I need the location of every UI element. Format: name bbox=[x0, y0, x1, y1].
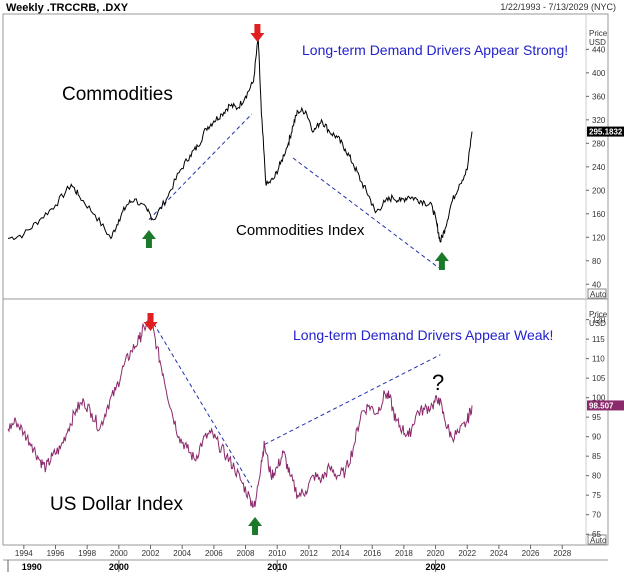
y-tick-label: 160 bbox=[592, 210, 606, 219]
y-tick-label: 95 bbox=[592, 413, 601, 422]
y-tick-label: 360 bbox=[592, 92, 606, 101]
commodities-downtrend-line bbox=[292, 157, 440, 269]
y-tick-label: 110 bbox=[592, 355, 605, 364]
x-tick-label: 1998 bbox=[78, 549, 96, 558]
y-tick-label: 105 bbox=[592, 374, 606, 383]
dollar-series-line bbox=[7, 316, 473, 508]
y-tick-label: 70 bbox=[592, 511, 601, 520]
arrow-down-icon bbox=[250, 24, 265, 42]
chart-header-title: Weekly .TRCCRB, .DXY bbox=[6, 2, 129, 14]
arrow-up-icon bbox=[434, 252, 449, 270]
top-currency-label: USD bbox=[589, 38, 606, 47]
y-tick-label: 85 bbox=[592, 452, 601, 461]
x-tick-label: 2026 bbox=[522, 549, 540, 558]
top-auto-box bbox=[587, 288, 607, 299]
x-tick-label: 2016 bbox=[363, 549, 381, 558]
y-tick-label: 40 bbox=[592, 280, 601, 289]
arrow-down-icon bbox=[143, 313, 158, 331]
arrow-up-icon bbox=[248, 517, 263, 535]
top-auto-label: Auto bbox=[590, 290, 607, 299]
dollar-downtrend-line bbox=[153, 323, 253, 488]
x-tick-label: 2018 bbox=[395, 549, 413, 558]
x-tick-label: 2014 bbox=[332, 549, 350, 558]
arrow-up-icon bbox=[141, 230, 156, 248]
bottom-currency-label: USD bbox=[589, 319, 606, 328]
x-tick-label: 2022 bbox=[458, 549, 476, 558]
y-tick-label: 280 bbox=[592, 139, 606, 148]
chart-header-range: 1/22/1993 - 7/13/2029 (NYC) bbox=[500, 2, 616, 12]
top-price-label: Price bbox=[589, 29, 608, 38]
y-tick-label: 240 bbox=[592, 163, 606, 172]
x-tick-label: 2010 bbox=[268, 549, 286, 558]
x-tick-label: 2004 bbox=[173, 549, 191, 558]
question-mark: ? bbox=[432, 370, 444, 395]
bottom-price-label: Price bbox=[589, 310, 608, 319]
x-decade-label: 2000 bbox=[109, 562, 129, 572]
commodities-last-value-tag bbox=[587, 126, 624, 137]
y-tick-label: 65 bbox=[592, 530, 601, 539]
dollar-uptrend-line bbox=[264, 354, 441, 445]
y-tick-label: 80 bbox=[592, 472, 601, 481]
x-decade-label: 1990 bbox=[22, 562, 42, 572]
y-tick-label: 400 bbox=[592, 69, 606, 78]
bottom-auto-box bbox=[587, 534, 607, 545]
y-tick-label: 115 bbox=[592, 335, 605, 344]
dollar-last-value-label: 98.507 bbox=[589, 401, 614, 410]
y-tick-label: 75 bbox=[592, 491, 601, 500]
y-tick-label: 80 bbox=[592, 257, 601, 266]
x-tick-label: 1994 bbox=[15, 549, 33, 558]
top-series-label: Commodities Index bbox=[236, 222, 365, 239]
bottom-auto-label: Auto bbox=[590, 536, 607, 545]
top-title: Commodities bbox=[62, 84, 173, 105]
x-tick-label: 2020 bbox=[427, 549, 445, 558]
x-decade-label: 2010 bbox=[267, 562, 287, 572]
x-tick-label: 2008 bbox=[237, 549, 255, 558]
x-decade-label: 2020 bbox=[426, 562, 446, 572]
commodities-last-value-label: 295.1832 bbox=[589, 128, 623, 137]
y-tick-label: 320 bbox=[592, 116, 606, 125]
bottom-panel-frame bbox=[2, 298, 609, 546]
x-tick-label: 2000 bbox=[110, 549, 128, 558]
bottom-annotation: Long-term Demand Drivers Appear Weak! bbox=[293, 327, 553, 343]
x-tick-label: 2024 bbox=[490, 549, 508, 558]
dollar-last-value-tag bbox=[587, 400, 624, 411]
y-tick-label: 200 bbox=[592, 186, 606, 195]
y-tick-label: 100 bbox=[592, 394, 606, 403]
x-tick-label: 2006 bbox=[205, 549, 223, 558]
y-tick-label: 120 bbox=[592, 233, 606, 242]
y-tick-label: 440 bbox=[592, 45, 606, 54]
x-tick-label: 2012 bbox=[300, 549, 318, 558]
x-tick-label: 1996 bbox=[47, 549, 65, 558]
bottom-title: US Dollar Index bbox=[50, 494, 184, 515]
x-tick-label: 2028 bbox=[553, 549, 571, 558]
top-annotation: Long-term Demand Drivers Appear Strong! bbox=[302, 42, 568, 58]
commodities-series-line bbox=[7, 37, 473, 243]
y-tick-label: 120 bbox=[592, 316, 606, 325]
x-tick-label: 2002 bbox=[142, 549, 160, 558]
y-tick-label: 90 bbox=[592, 433, 601, 442]
